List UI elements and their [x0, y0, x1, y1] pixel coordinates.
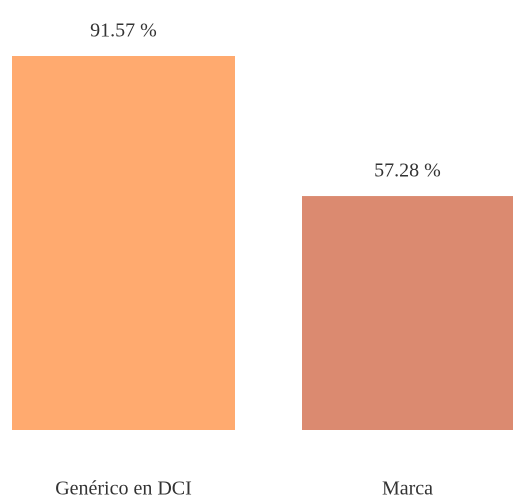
x-tick-label: Marca [382, 478, 433, 500]
bar [12, 56, 235, 430]
value-label: 57.28 % [374, 160, 441, 182]
bar [302, 196, 513, 430]
x-tick-label: Genérico en DCI [55, 478, 192, 500]
value-label: 91.57 % [90, 20, 157, 42]
